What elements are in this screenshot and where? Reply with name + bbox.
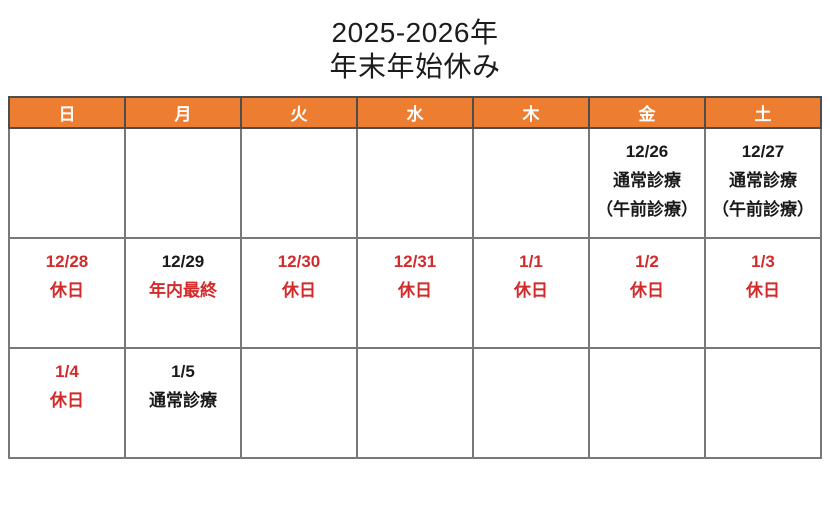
calendar-row: 12/28 休日 12/29 年内最終 12/30 休日 12/31 休日 1/1 休日 1/2 休日… <box>8 237 822 350</box>
holiday-label: 1/1 <box>519 252 543 272</box>
calendar-cell: 12/30 休日 <box>240 237 358 350</box>
calendar-cell: 12/31 休日 <box>356 237 474 350</box>
calendar-cell: 12/28 休日 <box>8 237 126 350</box>
calendar-body: 12/26 通常診療 （午前診療） 12/27 通常診療 （午前診療） 12/28 休日 12/… <box>8 127 822 460</box>
weekday-header-row: 日 月 火 水 木 金 土 <box>8 96 822 130</box>
calendar-cell: 1/5 通常診療 <box>124 347 242 460</box>
holiday-label: 12/31 <box>393 252 437 272</box>
schedule-label: 12/27 <box>741 142 785 162</box>
holiday-label: 休日 <box>398 281 432 301</box>
holiday-label: 休日 <box>50 391 84 411</box>
holiday-label: 12/30 <box>277 252 321 272</box>
holiday-label: 休日 <box>50 281 84 301</box>
calendar-cell: 12/26 通常診療 （午前診療） <box>588 127 706 240</box>
holiday-label: 1/4 <box>55 362 79 382</box>
calendar-cell: 1/1 休日 <box>472 237 590 350</box>
holiday-label: 休日 <box>630 281 664 301</box>
weekday-header-wed: 水 <box>356 96 474 130</box>
calendar-cell <box>124 127 242 240</box>
weekday-header-sat: 土 <box>704 96 822 130</box>
calendar-cell: 12/27 通常診療 （午前診療） <box>704 127 822 240</box>
holiday-calendar-table: 日 月 火 水 木 金 土 12/26 通常診療 （午前診療） 12/27 通常診療 （午… <box>8 96 822 460</box>
calendar-cell: 1/3 休日 <box>704 237 822 350</box>
calendar-cell <box>8 127 126 240</box>
calendar-header: 日 月 火 水 木 金 土 <box>8 96 822 130</box>
calendar-row: 1/4 休日 1/5 通常診療 <box>8 347 822 460</box>
weekday-header-tue: 火 <box>240 96 358 130</box>
holiday-label: 休日 <box>746 281 780 301</box>
calendar-cell <box>240 347 358 460</box>
calendar-row: 12/26 通常診療 （午前診療） 12/27 通常診療 （午前診療） <box>8 127 822 240</box>
schedule-label: 12/26 <box>625 142 669 162</box>
holiday-label: 12/28 <box>45 252 89 272</box>
schedule-label: （午前診療） <box>712 200 814 220</box>
calendar-cell: 12/29 年内最終 <box>124 237 242 350</box>
schedule-label: 通常診療 <box>729 171 797 191</box>
holiday-label: 休日 <box>282 281 316 301</box>
holiday-label: 1/2 <box>635 252 659 272</box>
page-title-line1: 2025-2026年 <box>331 17 499 48</box>
calendar-cell: 1/2 休日 <box>588 237 706 350</box>
weekday-header-fri: 金 <box>588 96 706 130</box>
schedule-label: 1/5 <box>171 362 195 382</box>
schedule-label: 通常診療 <box>149 391 217 411</box>
schedule-label: （午前診療） <box>596 200 698 220</box>
holiday-label: 休日 <box>514 281 548 301</box>
weekday-header-thu: 木 <box>472 96 590 130</box>
calendar-cell <box>704 347 822 460</box>
schedule-label: 12/29 <box>161 252 205 272</box>
holiday-label: 年内最終 <box>149 281 217 301</box>
calendar-cell <box>356 347 474 460</box>
schedule-label: 通常診療 <box>613 171 681 191</box>
calendar-cell <box>472 127 590 240</box>
weekday-header-sun: 日 <box>8 96 126 130</box>
holiday-label: 1/3 <box>751 252 775 272</box>
calendar-cell <box>356 127 474 240</box>
calendar-cell <box>472 347 590 460</box>
weekday-header-mon: 月 <box>124 96 242 130</box>
page-title: 2025-2026年 年末年始休み <box>0 0 830 83</box>
calendar-cell <box>588 347 706 460</box>
page-title-line2: 年末年始休み <box>329 50 501 82</box>
calendar-cell <box>240 127 358 240</box>
calendar-cell: 1/4 休日 <box>8 347 126 460</box>
